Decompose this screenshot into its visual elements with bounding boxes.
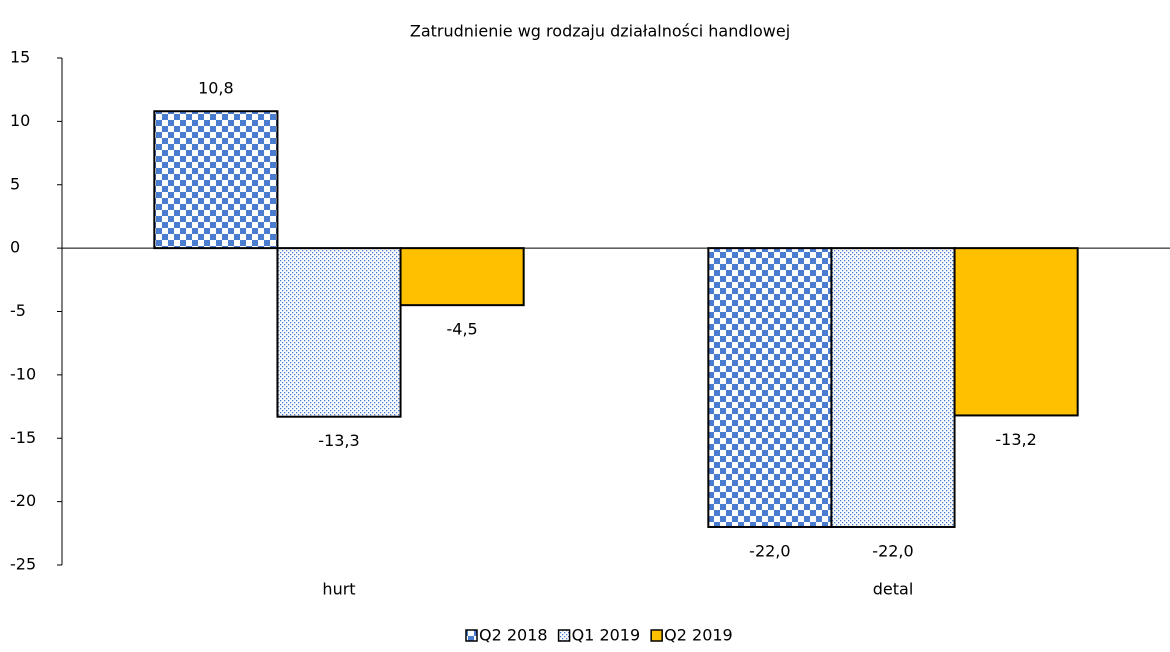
legend-swatch bbox=[650, 629, 663, 642]
y-tick-label: 15 bbox=[10, 48, 30, 67]
legend-label: Q2 2018 bbox=[479, 626, 548, 645]
x-tick-label: detal bbox=[873, 580, 914, 599]
y-tick-label: -5 bbox=[10, 301, 26, 320]
y-tick-label: -25 bbox=[10, 555, 36, 574]
legend-label: Q2 2019 bbox=[664, 626, 733, 645]
bar bbox=[153, 110, 279, 250]
y-tick-label: 10 bbox=[10, 111, 30, 130]
chart-title: Zatrudnienie wg rodzaju działalności han… bbox=[410, 22, 790, 41]
y-tick-label: 5 bbox=[10, 174, 20, 193]
data-label: -13,3 bbox=[318, 431, 359, 450]
bar bbox=[830, 247, 956, 528]
x-tick-label: hurt bbox=[322, 580, 355, 599]
data-label: -4,5 bbox=[447, 320, 478, 339]
bar bbox=[953, 247, 1079, 417]
legend-swatch bbox=[465, 629, 478, 642]
bar bbox=[399, 247, 525, 307]
y-tick-label: -20 bbox=[10, 491, 36, 510]
data-label: -22,0 bbox=[872, 541, 913, 560]
y-tick-label: -10 bbox=[10, 364, 36, 383]
legend-label: Q1 2019 bbox=[572, 626, 641, 645]
data-label: -22,0 bbox=[749, 541, 790, 560]
y-tick-label: 0 bbox=[10, 238, 20, 257]
data-label: -13,2 bbox=[995, 430, 1036, 449]
bar bbox=[276, 247, 402, 418]
legend: Q2 2018 Q1 2019 Q2 2019 bbox=[465, 626, 733, 645]
data-label: 10,8 bbox=[198, 79, 234, 98]
y-tick-label: -15 bbox=[10, 428, 36, 447]
legend-swatch bbox=[557, 629, 571, 642]
bar bbox=[707, 247, 833, 528]
